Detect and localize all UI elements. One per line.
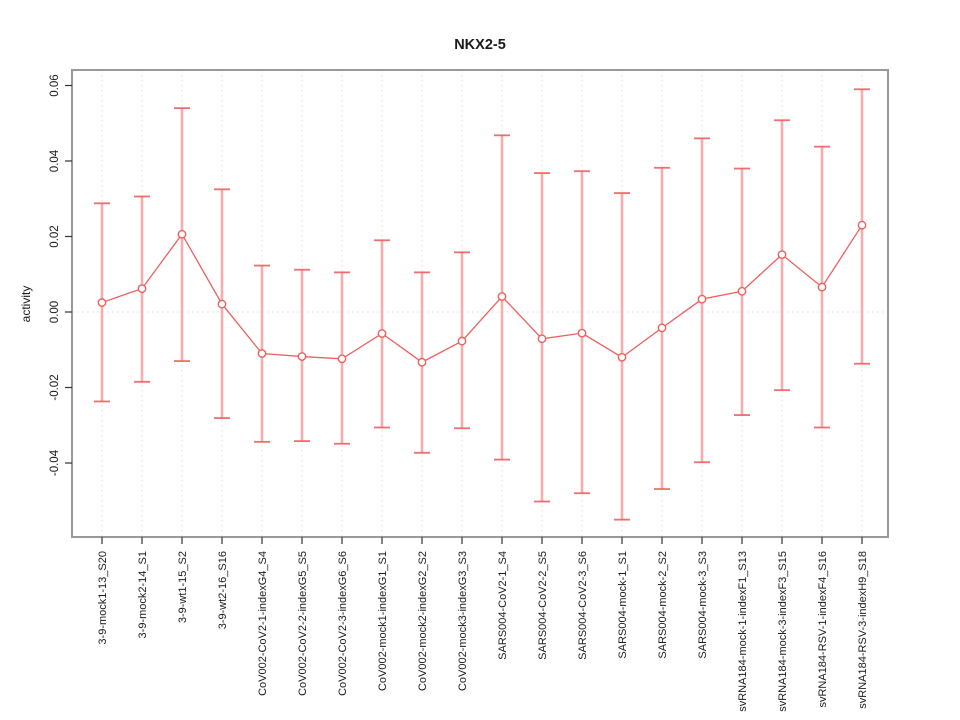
data-point <box>817 282 827 292</box>
x-tick-label: CoV002-mock3-indexG3_S3 <box>457 551 469 691</box>
data-point <box>457 336 467 346</box>
x-tick-label: svRNA184-mock-3-indexF3_S15 <box>777 551 789 712</box>
x-tick-label: SARS004-CoV2-2_S5 <box>537 551 549 660</box>
data-point <box>737 286 747 296</box>
x-tick-label: svRNA184-mock-1-indexF1_S13 <box>737 551 749 712</box>
data-point <box>497 292 507 301</box>
data-point <box>257 349 267 358</box>
data-point <box>217 299 227 309</box>
data-point <box>617 352 627 362</box>
y-axis-title: activity <box>19 286 33 323</box>
data-point <box>577 328 587 338</box>
x-tick-label: 3-9-wt2-16_S16 <box>217 551 229 629</box>
data-point <box>417 357 427 367</box>
x-tick-label: SARS004-CoV2-1_S4 <box>497 551 509 660</box>
x-tick-label: CoV002-mock2-indexG2_S2 <box>417 551 429 691</box>
data-point <box>857 220 867 230</box>
data-point <box>177 229 187 239</box>
chart-title: NKX2-5 <box>454 37 506 53</box>
x-tick-label: svRNA184-RSV-1-indexF4_S16 <box>817 551 829 708</box>
data-point <box>377 329 387 338</box>
x-tick-label: CoV002-CoV2-2-indexG5_S5 <box>297 551 309 696</box>
y-tick-label: -0.02 <box>49 374 61 400</box>
y-tick-label: 0.00 <box>49 301 61 323</box>
y-tick-label: 0.04 <box>49 149 61 172</box>
data-point <box>537 334 547 344</box>
x-tick-label: CoV002-CoV2-1-indexG4_S4 <box>257 551 269 696</box>
data-point <box>297 352 307 361</box>
data-point <box>137 284 147 293</box>
x-tick-label: 3-9-mock2-14_S1 <box>137 551 149 638</box>
x-tick-label: SARS004-mock-1_S1 <box>617 551 629 659</box>
data-point <box>697 294 707 304</box>
x-tick-label: SARS004-CoV2-3_S6 <box>577 551 589 660</box>
x-tick-label: CoV002-mock1-indexG1_S1 <box>377 551 389 691</box>
series-line <box>101 224 863 363</box>
data-point <box>777 250 787 260</box>
x-tick-label: 3-9-mock1-13_S20 <box>97 551 109 645</box>
y-tick-label: -0.04 <box>49 449 61 476</box>
data-point <box>97 298 107 307</box>
data-point <box>657 323 667 333</box>
x-tick-label: CoV002-CoV2-3-indexG6_S6 <box>337 551 349 696</box>
y-tick-label: 0.02 <box>49 225 61 247</box>
plot-border <box>71 69 889 538</box>
x-tick-label: SARS004-mock-3_S3 <box>697 551 709 659</box>
x-tick-label: SARS004-mock-2_S2 <box>657 551 669 659</box>
x-tick-label: svRNA184-RSV-3-indexH9_S18 <box>857 551 869 709</box>
y-tick-label: 0.06 <box>49 74 61 96</box>
x-tick-label: 3-9-wt1-15_S2 <box>177 551 189 623</box>
data-point <box>337 354 347 364</box>
